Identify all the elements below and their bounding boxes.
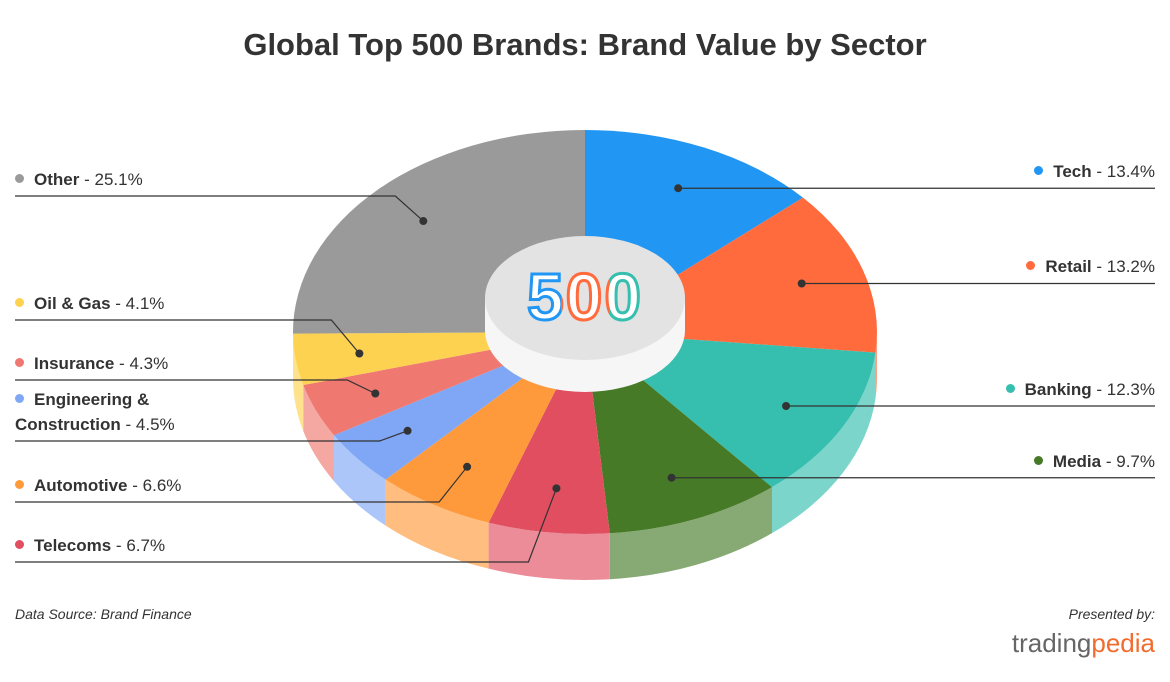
leader-line [15,195,424,222]
separator: - [1096,162,1103,182]
leaders [15,184,1155,563]
logo-part: pedia [1091,628,1155,658]
leader-dot [667,473,676,482]
slice-side [303,385,334,482]
leader-dot [674,184,683,193]
separator: - [125,415,132,434]
leader-dot [355,349,364,358]
legend-dot [1026,261,1036,271]
value-label: 12.3% [1106,380,1155,399]
legend-dot [15,394,24,403]
legend-dot [15,298,24,307]
legend-label: Banking - 12.3% [1005,377,1155,402]
category-label: Retail [1045,257,1092,277]
separator: - [1096,257,1103,277]
hub: 500 [485,236,685,392]
legend-dot [1034,166,1044,176]
leader-dot [782,402,791,411]
category-label: Engineering & Construction [15,390,150,434]
legend-dot [15,480,24,489]
separator: - [115,294,121,313]
value-label: 4.3% [129,354,169,373]
legend-dot [1005,384,1015,393]
chart-title: Global Top 500 Brands: Brand Value by Se… [243,27,926,62]
leader-dot [463,462,472,471]
separator: - [115,536,122,555]
separator: - [132,476,138,495]
legend-dot [1033,455,1043,465]
value-label: 25.1% [94,170,143,189]
leader-line [15,430,408,442]
legend-dot [15,174,24,183]
logo: tradingpedia [1012,628,1155,659]
category-label: Banking [1024,380,1092,399]
value-label: 9.7% [1116,451,1155,471]
source: Data Source: Brand Finance [15,606,192,622]
legend-label: Tech - 13.4% [1034,159,1155,184]
logo-part: trading [1011,628,1092,658]
separator: - [119,354,125,373]
leader-dot [371,389,380,398]
value-label: 6.7% [126,536,166,555]
category-label: Media [1052,451,1102,471]
category-label: Other [34,170,80,189]
leader-dot [403,426,412,435]
value-label: 13.4% [1106,162,1155,182]
legend-label: Telecoms - 6.7% [15,533,165,558]
leader-dot [552,484,561,493]
slice-side [333,435,386,526]
slice-side [293,333,304,432]
center-label: 500 [527,259,643,333]
category-label: Automotive [34,476,128,495]
leader-dot [419,217,428,226]
legend-label: Automotive - 6.6% [15,473,181,498]
legend-label: Oil & Gas - 4.1% [15,291,164,316]
category-label: Tech [1053,162,1092,182]
value-label: 6.6% [142,476,182,495]
category-label: Insurance [34,354,115,373]
slice-side [609,487,772,580]
category-label: Telecoms [34,536,112,555]
leader-line [15,319,360,354]
separator: - [84,170,90,189]
presented-by: Presented by: [1068,606,1155,622]
slice-side [771,352,876,534]
value-label: 4.5% [135,415,175,434]
separator: - [1105,451,1112,471]
leader-dot [797,279,806,288]
legend-label: Insurance - 4.3% [15,351,168,376]
slice-side [875,332,877,399]
legend-label: Engineering & Construction - 4.5% [15,387,220,437]
value-label: 4.1% [125,294,165,313]
slice-side [488,522,610,580]
leader-line [15,488,557,563]
hub-top [485,236,685,360]
leader-line [15,379,376,395]
value-label: 13.2% [1106,257,1155,277]
legend-label: Media - 9.7% [1033,449,1155,474]
legend-dot [15,540,24,549]
separator: - [1096,380,1103,399]
legend-dot [15,358,24,367]
category-label: Oil & Gas [34,294,111,313]
sides [293,332,877,580]
legend-label: Retail - 13.2% [1026,254,1155,279]
leader-line [15,466,468,503]
legend-label: Other - 25.1% [15,167,143,192]
